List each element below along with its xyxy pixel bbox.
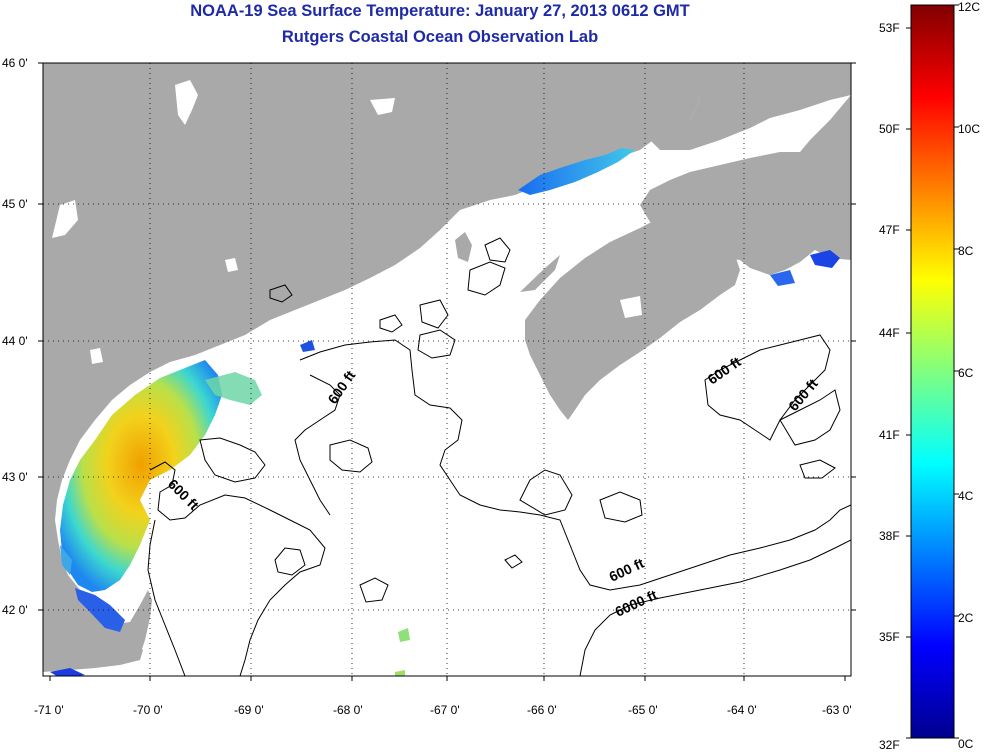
colorbar-f-label: 41F [879, 428, 900, 442]
colorbar-c-label: 12C [958, 0, 980, 14]
land-island [520, 255, 560, 292]
land-new-brunswick [650, 63, 851, 150]
lon-label: -70 0' [133, 703, 163, 717]
colorbar-f-label: 47F [879, 223, 900, 237]
chart-subtitle: Rutgers Coastal Ocean Observation Lab [281, 28, 599, 46]
lat-label: 44 0' [2, 334, 28, 348]
graticule [43, 63, 851, 676]
land-mainland [43, 63, 700, 672]
colorbar-f-label: 50F [879, 122, 900, 136]
colorbar-c-label: 8C [958, 244, 974, 258]
colorbar-c-label: 6C [958, 366, 974, 380]
lon-label: -67 0' [430, 703, 460, 717]
lon-label: -64 0' [727, 703, 757, 717]
lat-label: 46 0' [2, 56, 28, 70]
colorbar-f-label: 38F [879, 529, 900, 543]
lon-label: -68 0' [333, 703, 363, 717]
lon-label: -66 0' [527, 703, 557, 717]
lat-label: 43 0' [2, 470, 28, 484]
lat-label: 42 0' [2, 603, 28, 617]
colorbar-f-label: 44F [879, 326, 900, 340]
colorbar [910, 4, 955, 739]
colorbar-f-label: 32F [879, 738, 900, 752]
colorbar-c-label: 10C [958, 122, 980, 136]
bathymetry-contours [147, 237, 851, 676]
lon-label: -63 0' [822, 703, 852, 717]
lon-label: -65 0' [628, 703, 658, 717]
chart-title: NOAA-19 Sea Surface Temperature: January… [190, 2, 690, 20]
lon-label: -71 0' [34, 703, 64, 717]
land-cape-cod [110, 590, 152, 660]
sst-data [50, 148, 840, 676]
lon-label: -69 0' [234, 703, 264, 717]
lat-label: 45 0' [2, 197, 28, 211]
land-island [455, 232, 472, 262]
colorbar-c-label: 2C [958, 611, 974, 625]
colorbar-f-label: 35F [879, 630, 900, 644]
colorbar-c-label: 4C [958, 489, 974, 503]
colorbar-c-label: 0C [958, 737, 974, 751]
colorbar-f-label: 53F [879, 21, 900, 35]
